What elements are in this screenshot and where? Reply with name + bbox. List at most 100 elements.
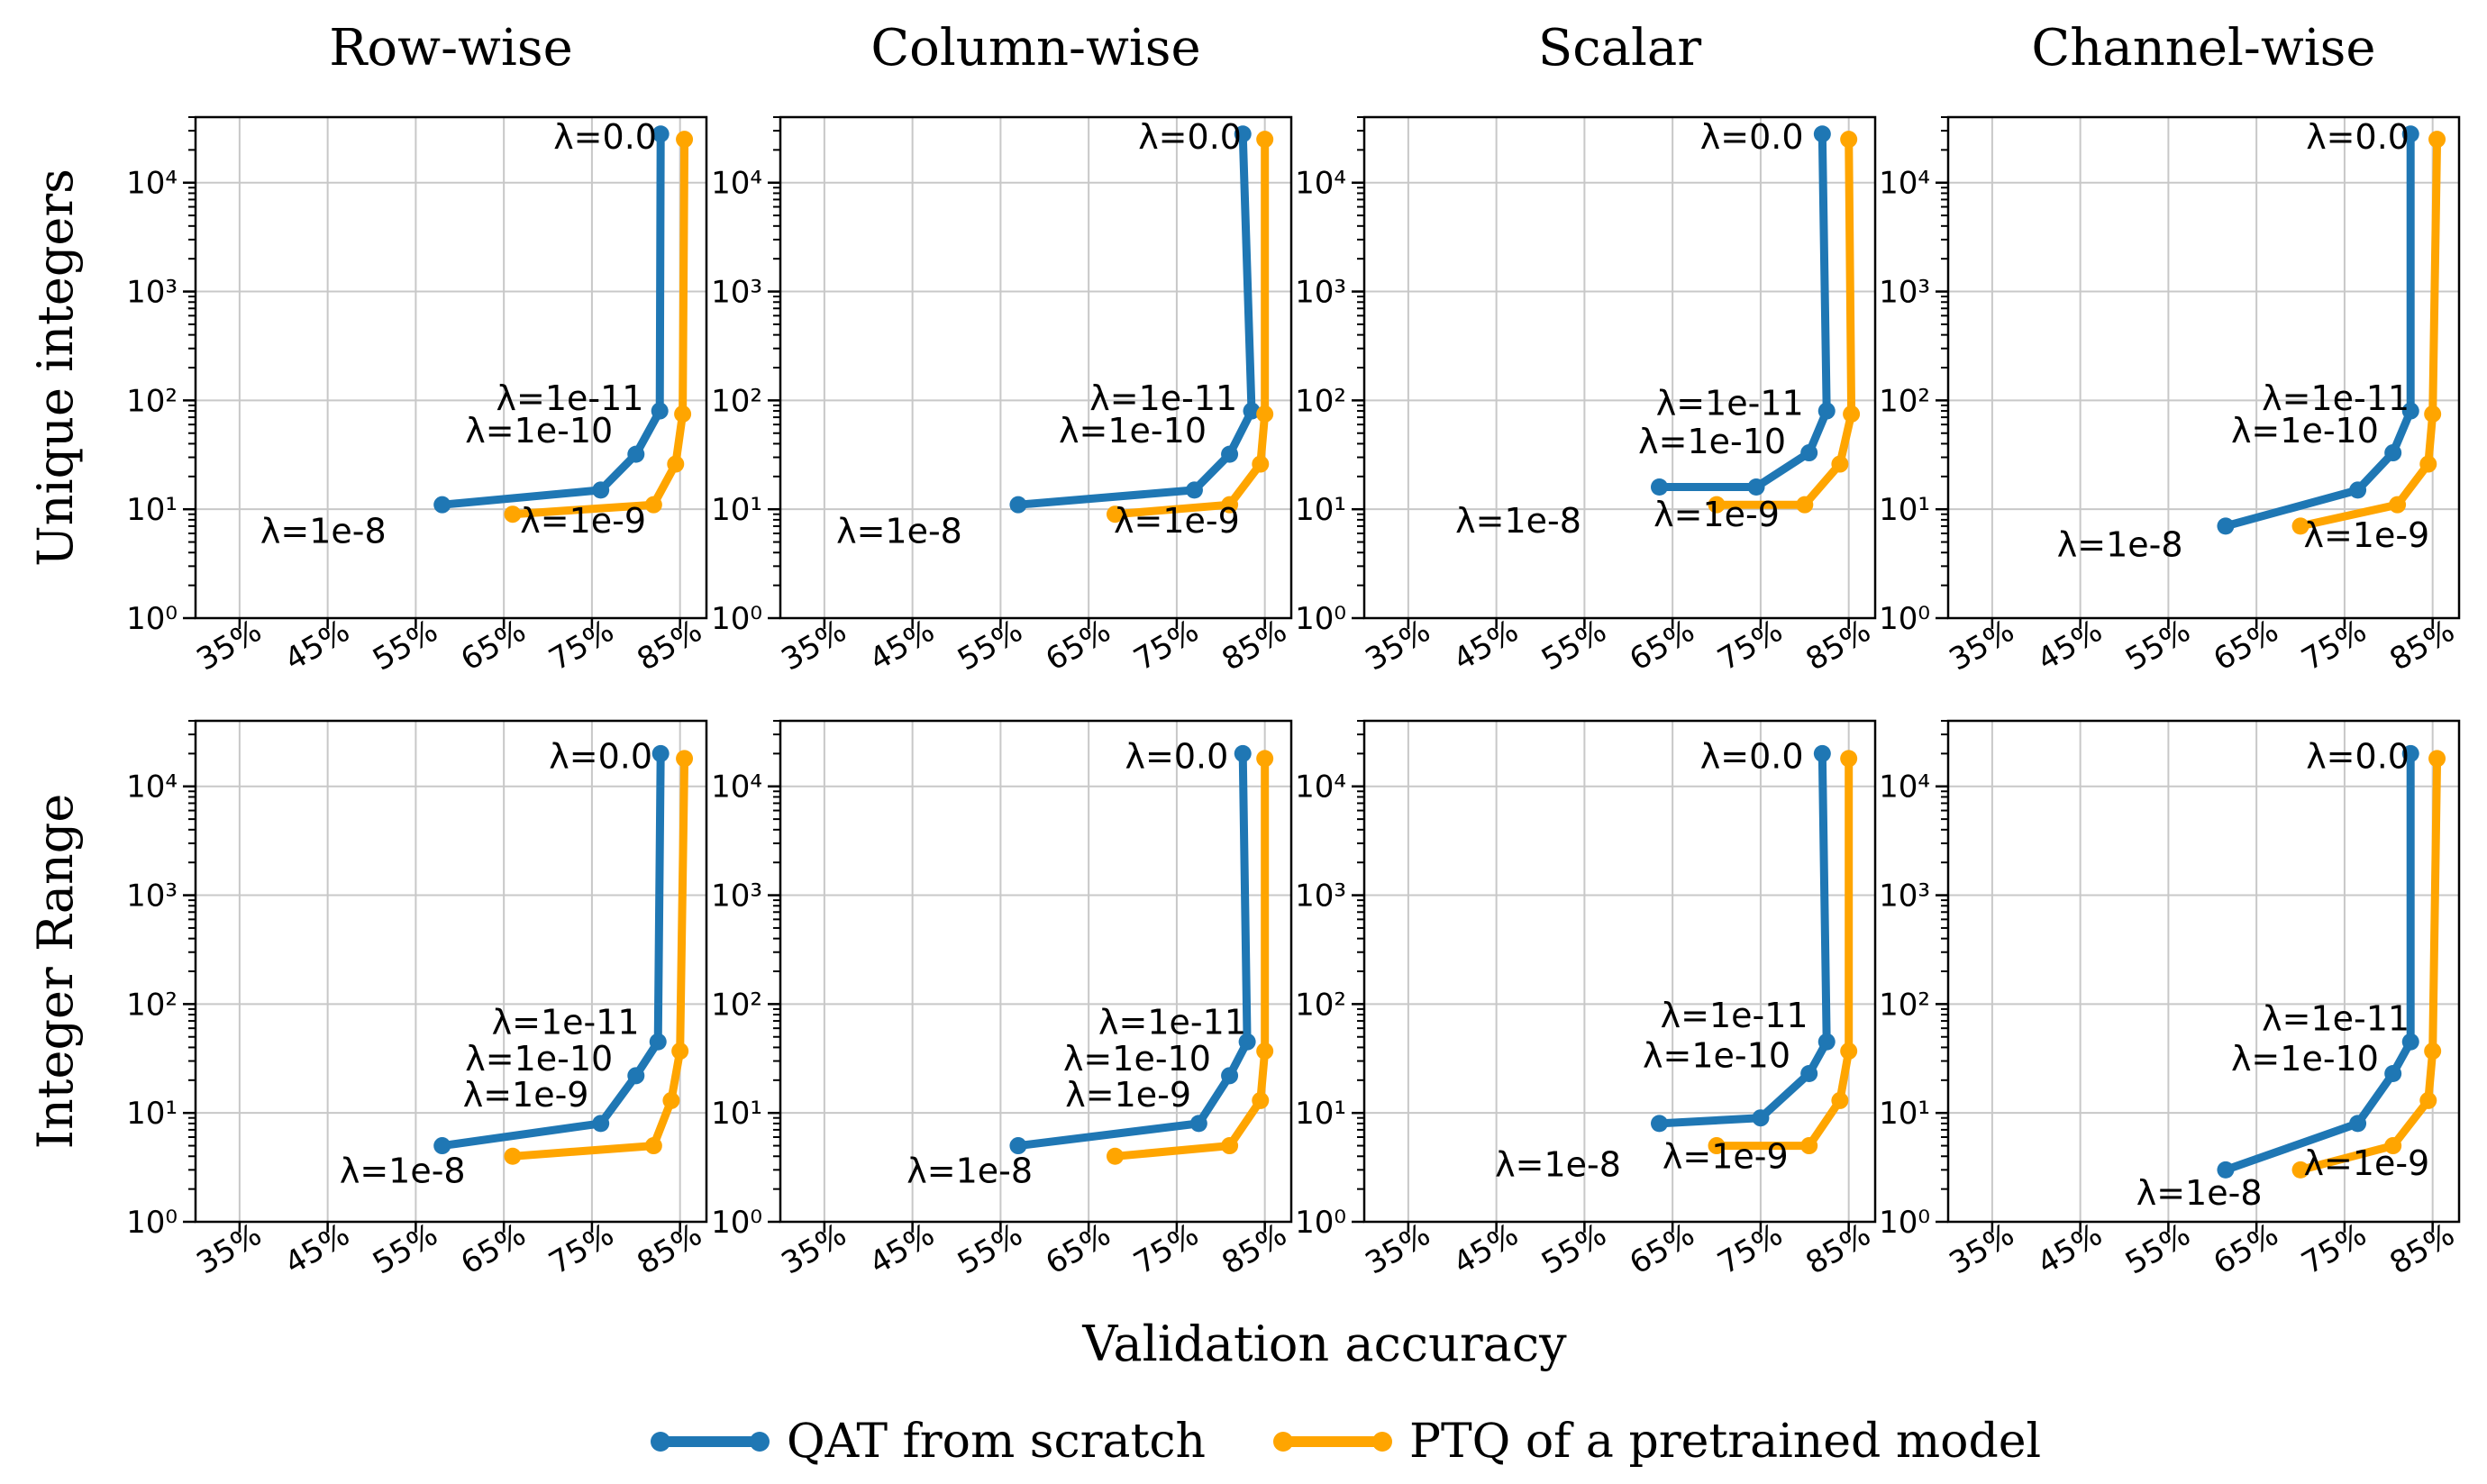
lambda-annotation: λ=0.0 bbox=[1125, 736, 1229, 776]
legend-ptq-label: PTQ of a pretrained model bbox=[1409, 1415, 2041, 1469]
data-point bbox=[504, 505, 522, 523]
data-point bbox=[2349, 1115, 2367, 1133]
y-tick-label: 10⁰ bbox=[1295, 1205, 1346, 1241]
y-tick-label: 10³ bbox=[126, 275, 178, 311]
x-tick-label: 85% bbox=[631, 613, 707, 678]
series-line bbox=[2221, 749, 2415, 1174]
data-point bbox=[1252, 455, 1270, 473]
y-tick-label: 10² bbox=[1879, 383, 1930, 419]
x-tick-label: 85% bbox=[1799, 1216, 1876, 1281]
y-tick-label: 10³ bbox=[1295, 275, 1346, 311]
data-point bbox=[2424, 1042, 2442, 1061]
y-tick-label: 10³ bbox=[126, 879, 178, 915]
y-tick-label: 10⁰ bbox=[711, 1205, 762, 1241]
data-point bbox=[674, 405, 692, 423]
legend-item-ptq: PTQ of a pretrained model bbox=[1273, 1415, 2041, 1469]
y-tick-label: 10¹ bbox=[711, 492, 762, 528]
legend-ptq-marker bbox=[1273, 1432, 1293, 1452]
data-point bbox=[1243, 402, 1261, 420]
data-point bbox=[1185, 481, 1203, 499]
lambda-annotation: λ=1e-9 bbox=[520, 501, 646, 541]
data-point bbox=[1256, 131, 1274, 149]
x-tick-label: 35% bbox=[1944, 613, 2020, 678]
x-tick-label: 65% bbox=[2208, 613, 2284, 678]
x-tick-label: 35% bbox=[776, 1216, 852, 1281]
lambda-annotation: λ=1e-9 bbox=[2303, 1143, 2429, 1183]
series-line bbox=[2296, 135, 2442, 531]
y-tick-label: 10² bbox=[1295, 987, 1346, 1023]
x-tick-label: 85% bbox=[1216, 613, 1292, 678]
x-tick-label: 55% bbox=[1535, 1216, 1612, 1281]
x-tick-label: 55% bbox=[2119, 1216, 2196, 1281]
lambda-annotation: λ=1e-9 bbox=[1653, 495, 1780, 534]
data-point bbox=[651, 744, 670, 762]
data-point bbox=[1650, 1115, 1668, 1133]
column-title: Channel-wise bbox=[2031, 19, 2375, 77]
legend-ptq-marker bbox=[1372, 1432, 1392, 1452]
panel: 35% 45% 55% 65% 75% 85% 10⁰ 10¹ 10² 10³ 10⁴ λ=0.0 λ=… bbox=[1295, 719, 1877, 1282]
lambda-annotation: λ=1e-8 bbox=[340, 1151, 466, 1190]
lambda-annotation: λ=1e-8 bbox=[1495, 1144, 1621, 1184]
data-point bbox=[1009, 496, 1027, 514]
x-tick-label: 45% bbox=[1447, 1216, 1524, 1281]
x-tick-label: 75% bbox=[543, 613, 620, 678]
data-point bbox=[1252, 1091, 1270, 1109]
data-point bbox=[504, 1147, 522, 1165]
y-tick-label: 10² bbox=[126, 383, 178, 419]
data-point bbox=[1106, 505, 1124, 523]
x-tick-label: 45% bbox=[863, 613, 940, 678]
data-point bbox=[2401, 744, 2419, 762]
x-tick-label: 55% bbox=[367, 1216, 443, 1281]
y-tick-label: 10⁰ bbox=[1879, 601, 1930, 637]
lambda-annotation: λ=1e-11 bbox=[2262, 378, 2410, 418]
x-tick-label: 75% bbox=[2296, 1216, 2373, 1281]
data-point bbox=[2401, 1033, 2419, 1051]
plot-frame bbox=[779, 115, 1293, 620]
plot-frame bbox=[779, 719, 1293, 1224]
lambda-annotation: λ=1e-9 bbox=[1114, 501, 1240, 541]
panels: 35% 45% 55% 65% 75% 85%10⁰10¹10²10³10⁴λ=0.0λ=… bbox=[126, 115, 2461, 1282]
lambda-annotation: λ=1e-8 bbox=[2057, 525, 2183, 565]
data-point bbox=[1831, 455, 1849, 473]
data-point bbox=[433, 496, 451, 514]
data-point bbox=[2291, 1161, 2309, 1179]
data-point bbox=[1708, 496, 1726, 514]
x-tick-label: 45% bbox=[2031, 613, 2108, 678]
series-line bbox=[2221, 130, 2415, 531]
y-tick-label: 10³ bbox=[711, 275, 762, 311]
data-point bbox=[1256, 1042, 1274, 1061]
data-point bbox=[1840, 750, 1858, 768]
lambda-annotation: λ=1e-8 bbox=[260, 511, 387, 551]
data-point bbox=[1221, 1137, 1239, 1155]
x-tick-label: 55% bbox=[952, 613, 1028, 678]
data-point bbox=[1256, 750, 1274, 768]
data-point bbox=[649, 1033, 667, 1051]
y-tick-label: 10⁴ bbox=[1295, 769, 1346, 806]
lambda-annotation: λ=1e-11 bbox=[2262, 999, 2410, 1039]
lambda-annotation: λ=1e-10 bbox=[1643, 1036, 1790, 1076]
x-tick-label: 65% bbox=[1624, 1216, 1700, 1281]
x-tick-label: 75% bbox=[2296, 613, 2373, 678]
y-tick-label: 10¹ bbox=[126, 492, 178, 528]
x-tick-label: 75% bbox=[1712, 1216, 1789, 1281]
legend-qat-marker bbox=[750, 1432, 770, 1452]
lambda-annotation: λ=1e-8 bbox=[2136, 1173, 2263, 1213]
y-tick-label: 10³ bbox=[1295, 879, 1346, 915]
x-tick-label: 65% bbox=[2208, 1216, 2284, 1281]
x-tick-label: 75% bbox=[1712, 613, 1789, 678]
x-tick-label: 45% bbox=[863, 1216, 940, 1281]
data-point bbox=[433, 1137, 451, 1155]
legend-qat-label: QAT from scratch bbox=[787, 1415, 1206, 1469]
data-point bbox=[2389, 496, 2407, 514]
data-point bbox=[1800, 444, 1818, 462]
y-tick-label: 10¹ bbox=[1879, 492, 1930, 528]
x-tick-label: 35% bbox=[191, 613, 268, 678]
legend: QAT from scratch PTQ of a pretrained mod… bbox=[651, 1415, 2041, 1469]
x-tick-label: 55% bbox=[1535, 613, 1612, 678]
lambda-annotation: λ=1e-11 bbox=[492, 1002, 640, 1042]
data-point bbox=[1256, 405, 1274, 423]
x-tick-label: 85% bbox=[1799, 613, 1876, 678]
data-point bbox=[1840, 131, 1858, 149]
plot-frame bbox=[1946, 719, 2461, 1224]
row-label: Unique integers bbox=[27, 168, 84, 567]
